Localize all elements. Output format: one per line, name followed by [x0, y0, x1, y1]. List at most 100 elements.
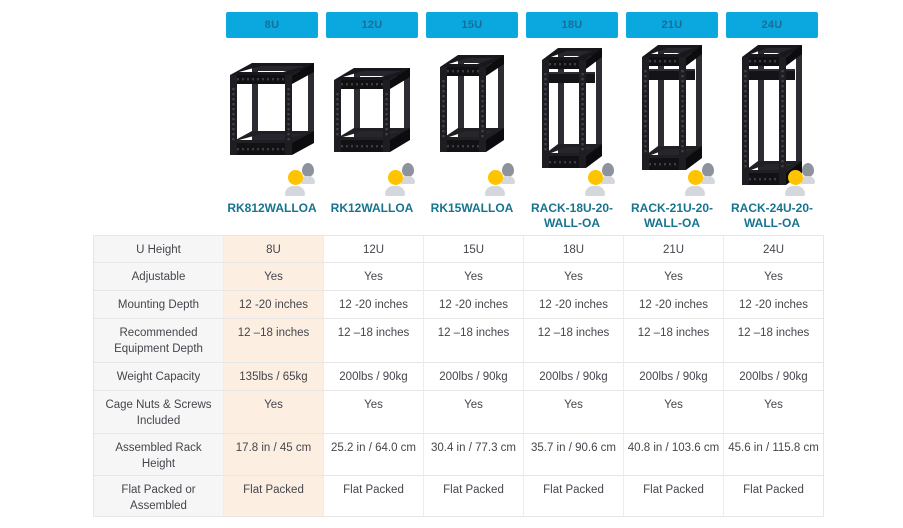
back-person-body-icon — [600, 176, 615, 184]
size-badge-label: 24U — [761, 19, 783, 31]
size-badge: 8U — [226, 12, 318, 38]
table-cell: 200lbs / 90kg — [523, 362, 623, 390]
table-cell: Yes — [323, 390, 423, 433]
product-sku-link[interactable]: RK12WALLOA — [330, 201, 414, 215]
product-column: 18U RACK-18U-20-WALL-OA — [522, 0, 622, 231]
back-person-head-icon — [502, 163, 514, 177]
table-cell: Flat Packed — [323, 475, 423, 516]
back-person-head-icon — [802, 163, 814, 177]
table-cell: Yes — [523, 390, 623, 433]
table-cell: 135lbs / 65kg — [223, 362, 323, 390]
table-cell: Yes — [623, 390, 723, 433]
table-cell: 24U — [723, 236, 823, 262]
people-avatar-icon — [585, 163, 615, 197]
back-person-body-icon — [800, 176, 815, 184]
product-sku-link[interactable]: RK812WALLOA — [227, 201, 317, 215]
back-person-head-icon — [702, 163, 714, 177]
row-label: Flat Packed or Assembled — [94, 475, 223, 516]
front-person-body-icon — [285, 186, 305, 196]
product-image[interactable] — [722, 38, 822, 198]
table-cell: Yes — [723, 390, 823, 433]
product-sku-link[interactable]: RACK-21U-20-WALL-OA — [630, 201, 713, 230]
table-cell: 30.4 in / 77.3 cm — [423, 433, 523, 475]
product-image[interactable] — [222, 38, 322, 198]
product-sku-link[interactable]: RACK-18U-20-WALL-OA — [530, 201, 613, 230]
product-image[interactable] — [622, 38, 722, 198]
table-cell: Flat Packed — [223, 475, 323, 516]
table-cell: Yes — [223, 390, 323, 433]
product-image[interactable] — [522, 38, 622, 198]
product-header-row: 8U RK812WALLOA 12U RK12WALLOA 15U RK15WALLOA 1… — [222, 0, 822, 231]
back-person-body-icon — [500, 176, 515, 184]
table-cell: 18U — [523, 236, 623, 262]
table-cell: 8U — [223, 236, 323, 262]
table-cell: 45.6 in / 115.8 cm — [723, 433, 823, 475]
size-badge-label: 21U — [661, 19, 683, 31]
table-cell: 12U — [323, 236, 423, 262]
people-avatar-icon — [485, 163, 515, 197]
size-badge-label: 15U — [461, 19, 483, 31]
table-cell: 200lbs / 90kg — [623, 362, 723, 390]
product-image[interactable] — [422, 38, 522, 198]
size-badge-label: 12U — [361, 19, 383, 31]
table-cell: Yes — [423, 262, 523, 290]
product-sku-link[interactable]: RACK-24U-20-WALL-OA — [730, 201, 813, 230]
table-cell: 25.2 in / 64.0 cm — [323, 433, 423, 475]
table-cell: 12 -20 inches — [223, 290, 323, 318]
row-label: Recommended Equipment Depth — [94, 318, 223, 362]
row-label: Assembled Rack Height — [94, 433, 223, 475]
people-avatar-icon — [685, 163, 715, 197]
table-cell: 40.8 in / 103.6 cm — [623, 433, 723, 475]
rack-illustration — [440, 55, 504, 152]
rack-illustration — [230, 63, 314, 155]
product-column: 21U RACK-21U-20-WALL-OA — [622, 0, 722, 231]
table-cell: 21U — [623, 236, 723, 262]
back-person-head-icon — [402, 163, 414, 177]
table-cell: 200lbs / 90kg — [323, 362, 423, 390]
product-column: 15U RK15WALLOA — [422, 0, 522, 231]
table-cell: 12 –18 inches — [723, 318, 823, 362]
table-cell: Flat Packed — [423, 475, 523, 516]
table-cell: Yes — [723, 262, 823, 290]
table-cell: 12 –18 inches — [223, 318, 323, 362]
table-cell: 12 -20 inches — [423, 290, 523, 318]
row-label: Cage Nuts & Screws Included — [94, 390, 223, 433]
table-cell: Yes — [523, 262, 623, 290]
product-column: 24U RACK-24U-20-WALL-OA — [722, 0, 822, 231]
back-person-body-icon — [700, 176, 715, 184]
rack-illustration — [334, 68, 410, 152]
table-cell: 200lbs / 90kg — [423, 362, 523, 390]
size-badge-label: 18U — [561, 19, 583, 31]
front-person-head-icon — [388, 170, 403, 185]
product-image[interactable] — [322, 38, 422, 198]
table-cell: 12 –18 inches — [623, 318, 723, 362]
back-person-body-icon — [400, 176, 415, 184]
rack-illustration — [642, 45, 702, 170]
table-cell: Yes — [223, 262, 323, 290]
front-person-body-icon — [385, 186, 405, 196]
product-column: 12U RK12WALLOA — [322, 0, 422, 231]
size-badge-label: 8U — [264, 19, 280, 31]
rack-illustration — [542, 48, 602, 168]
front-person-head-icon — [788, 170, 803, 185]
size-badge: 24U — [726, 12, 818, 38]
back-person-head-icon — [302, 163, 314, 177]
front-person-head-icon — [588, 170, 603, 185]
people-avatar-icon — [285, 163, 315, 197]
table-cell: 12 -20 inches — [723, 290, 823, 318]
row-label: Adjustable — [94, 262, 223, 290]
product-sku-link[interactable]: RK15WALLOA — [430, 201, 514, 215]
table-cell: 17.8 in / 45 cm — [223, 433, 323, 475]
table-cell: Flat Packed — [623, 475, 723, 516]
row-label: U Height — [94, 236, 223, 262]
front-person-body-icon — [685, 186, 705, 196]
front-person-head-icon — [488, 170, 503, 185]
table-cell: 12 –18 inches — [323, 318, 423, 362]
table-cell: 12 -20 inches — [623, 290, 723, 318]
table-cell: 12 –18 inches — [423, 318, 523, 362]
table-cell: 12 -20 inches — [523, 290, 623, 318]
back-person-body-icon — [300, 176, 315, 184]
row-label: Weight Capacity — [94, 362, 223, 390]
front-person-head-icon — [688, 170, 703, 185]
comparison-table: U Height 8U 12U 15U 18U 21U 24U Adjustable Yes Ye… — [93, 235, 824, 517]
